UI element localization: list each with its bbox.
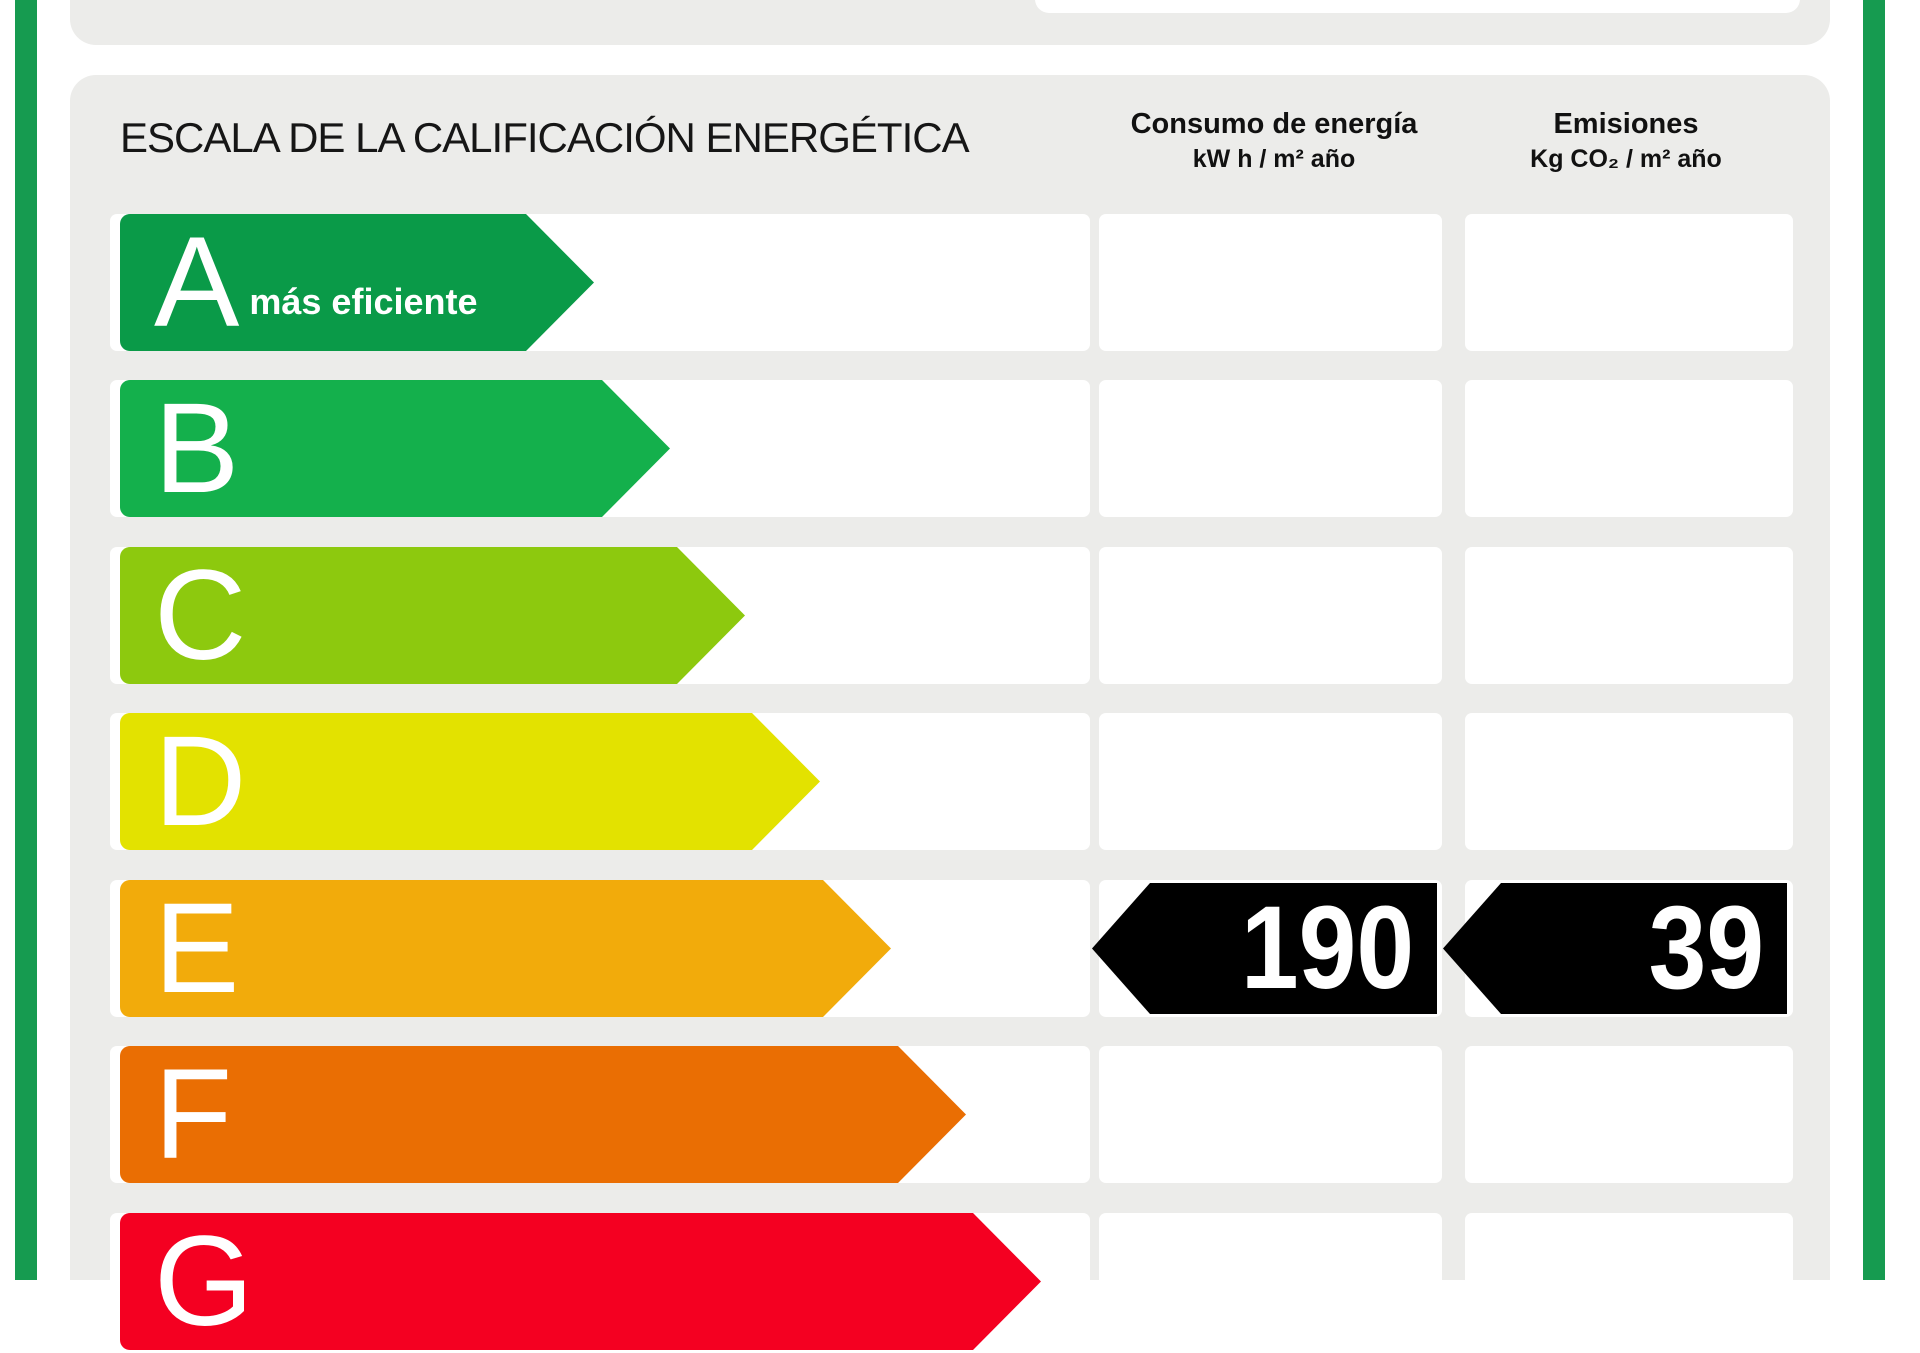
rating-bar-a: A más eficiente (120, 214, 526, 351)
consumption-cell-b (1099, 380, 1442, 517)
consumption-column-unit: kW h / m² año (1192, 145, 1356, 173)
emissions-column-header: Emisiones Kg CO₂ / m² año (1446, 108, 1806, 174)
consumption-column-header: Consumo de energía kW h / m² año (1094, 108, 1454, 174)
rating-row-b: B (70, 380, 1830, 517)
rating-letter-a: A (154, 211, 239, 354)
most-efficient-label: más eficiente (249, 281, 478, 322)
rating-row-c: C (70, 547, 1830, 684)
rating-row-g: G (70, 1213, 1830, 1350)
rating-bar-g: G (120, 1213, 973, 1350)
consumption-value: 190 (1240, 882, 1415, 1014)
consumption-cell-e: 190 (1099, 880, 1442, 1017)
emissions-column-label: Emisiones (1553, 108, 1699, 140)
energy-scale-panel: ESCALA DE LA CALIFICACIÓN ENERGÉTICA Con… (70, 75, 1830, 1350)
consumption-cell-d (1099, 713, 1442, 850)
rating-letter-e: E (154, 877, 239, 1020)
consumption-cell-g (1099, 1213, 1442, 1350)
rating-letter-d: D (154, 710, 246, 853)
cropped-input-box[interactable] (1035, 0, 1800, 13)
green-border-right (1863, 0, 1885, 1280)
consumption-cell-a (1099, 214, 1442, 351)
rating-row-e: 190 39 E (70, 880, 1830, 1017)
page-title: ESCALA DE LA CALIFICACIÓN ENERGÉTICA (120, 114, 970, 161)
emissions-value-arrow: 39 (1501, 883, 1787, 1014)
rating-bar-d: D (120, 713, 752, 850)
rating-bar-f: F (120, 1046, 898, 1183)
rating-bar-c: C (120, 547, 677, 684)
consumption-value-arrow: 190 (1150, 883, 1437, 1014)
emissions-cell-e: 39 (1465, 880, 1793, 1017)
rating-letter-f: F (154, 1043, 232, 1186)
emissions-cell-f (1465, 1046, 1793, 1183)
rating-row-a: A más eficiente (70, 214, 1830, 351)
emissions-value: 39 (1648, 882, 1765, 1014)
green-border-left (15, 0, 37, 1280)
rating-row-f: F (70, 1046, 1830, 1183)
emissions-cell-c (1465, 547, 1793, 684)
previous-section-bottom (70, 0, 1830, 45)
rating-bar-e: E (120, 880, 823, 1017)
rating-letter-c: C (154, 544, 246, 687)
emissions-column-unit: Kg CO₂ / m² año (1530, 145, 1722, 173)
rating-letter-g: G (154, 1210, 254, 1353)
rating-row-d: D (70, 713, 1830, 850)
emissions-cell-a (1465, 214, 1793, 351)
consumption-column-label: Consumo de energía (1130, 108, 1418, 140)
rating-bar-b: B (120, 380, 602, 517)
consumption-cell-c (1099, 547, 1442, 684)
rating-letter-b: B (154, 377, 239, 520)
emissions-cell-b (1465, 380, 1793, 517)
emissions-cell-g (1465, 1213, 1793, 1350)
emissions-cell-d (1465, 713, 1793, 850)
consumption-cell-f (1099, 1046, 1442, 1183)
